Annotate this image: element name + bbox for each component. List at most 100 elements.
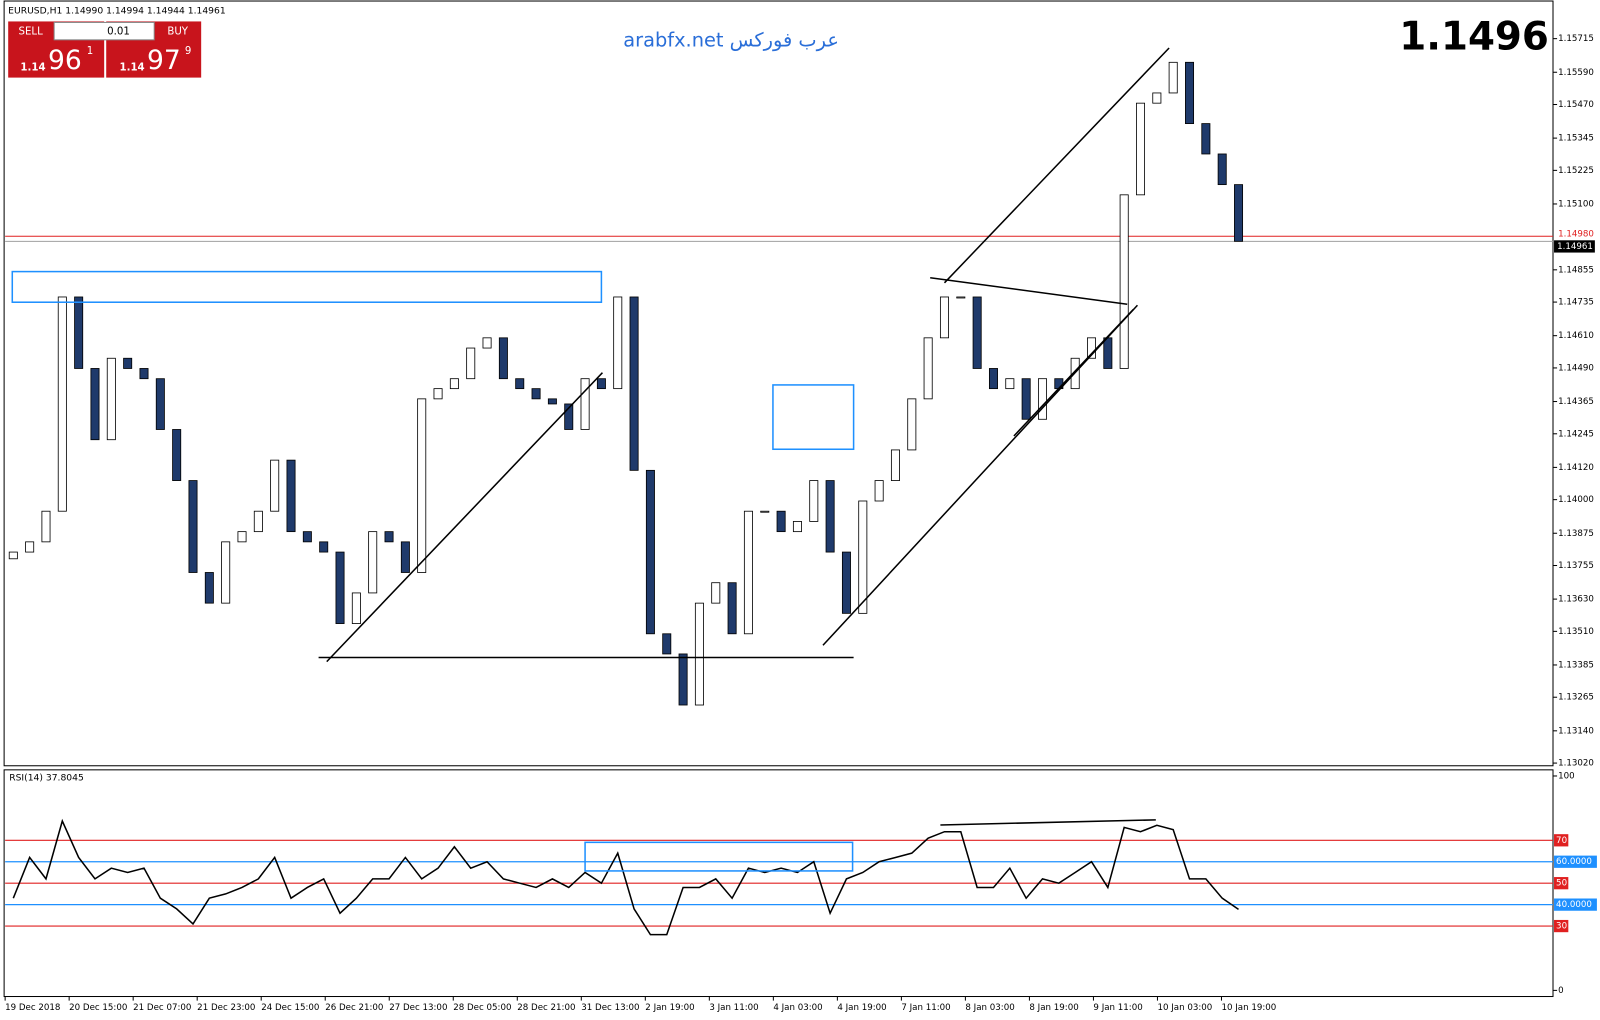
trend-line <box>822 304 1139 646</box>
candle-body <box>694 602 704 706</box>
candle-body <box>1119 194 1129 369</box>
candle-body <box>580 378 590 430</box>
x-tick-label: 4 Jan 03:00 <box>773 1003 822 1013</box>
level-label: 60.0000 <box>1556 857 1592 867</box>
candle-body <box>449 378 459 390</box>
candle-body <box>1234 184 1244 242</box>
candle-body <box>400 541 410 573</box>
candle-body <box>711 582 721 604</box>
y-tick-label: 1.13875 <box>1558 529 1594 539</box>
level-tag <box>1554 898 1597 911</box>
candle-body <box>858 500 868 614</box>
x-tick-label: 20 Dec 15:00 <box>69 1003 127 1013</box>
level-tag <box>1554 877 1569 890</box>
symbol-header: EURUSD,H1 1.14990 1.14994 1.14944 1.1496… <box>8 6 226 17</box>
y-tick-label: 1.15590 <box>1558 68 1594 78</box>
price-tag <box>1554 240 1595 253</box>
candle-body <box>57 296 67 512</box>
candle-body <box>547 398 557 405</box>
candle-body <box>106 357 116 441</box>
y-tick-label: 1.15715 <box>1558 34 1594 44</box>
level-tag <box>1554 855 1597 868</box>
candle-body <box>286 459 296 533</box>
level-tag <box>1554 919 1569 933</box>
candle-body <box>1168 61 1178 94</box>
candle-body <box>678 653 688 706</box>
big-price: 1.1496 <box>1399 14 1549 59</box>
level-label: 30 <box>1556 922 1567 932</box>
x-tick-label: 28 Dec 21:00 <box>517 1003 575 1013</box>
x-tick-label: 10 Jan 19:00 <box>1221 1003 1276 1013</box>
rsi-line <box>12 818 1239 936</box>
candle-body <box>237 531 247 543</box>
candle-body <box>809 480 819 522</box>
y-tick-label: 1.15100 <box>1558 199 1594 209</box>
candle-body <box>1021 378 1031 420</box>
x-tick-label: 26 Dec 21:00 <box>325 1003 383 1013</box>
candle-body <box>417 398 427 573</box>
bid-prefix: 1.14 <box>20 62 45 73</box>
y-tick-label: 100 <box>1558 771 1575 781</box>
candle-body <box>123 357 133 369</box>
candle-body <box>760 510 770 513</box>
y-tick-label: 1.14490 <box>1558 363 1594 373</box>
y-tick-label: 1.13755 <box>1558 561 1594 571</box>
candle-body <box>384 531 394 543</box>
candle-body <box>155 378 165 430</box>
y-tick-label: 1.14365 <box>1558 397 1594 407</box>
y-tick-label: 0 <box>1558 986 1564 996</box>
candle-body <box>335 551 345 624</box>
y-tick-label: 1.13630 <box>1558 595 1594 605</box>
x-tick-label: 10 Jan 03:00 <box>1157 1003 1212 1013</box>
trend-line <box>943 47 1170 284</box>
rsi-title: RSI(14) 37.8045 <box>9 773 84 784</box>
candle-body <box>41 510 51 543</box>
candle-body <box>972 296 982 369</box>
chart-layer: 19 Dec 2018 20 Dec 15:00 21 Dec 07:00 21 De… <box>4 34 1597 1013</box>
y-tick-label: 1.14735 <box>1558 298 1594 308</box>
level-label: 70 <box>1556 836 1567 846</box>
candle-body <box>172 429 182 481</box>
bid-sup: 1 <box>87 46 94 57</box>
candle-body <box>204 572 214 604</box>
candle-body <box>939 296 949 339</box>
candle-body <box>1136 102 1146 196</box>
candle-body <box>1103 337 1113 369</box>
candle-body <box>662 633 672 655</box>
candle-body <box>907 398 917 451</box>
candle-body <box>727 582 737 635</box>
y-tick-label: 1.14000 <box>1558 495 1594 505</box>
candle-body <box>825 480 835 553</box>
lot-box[interactable] <box>53 21 155 41</box>
lot-size[interactable]: 0.01 <box>107 27 130 38</box>
zone-box <box>772 384 855 451</box>
y-tick-label: 1.14610 <box>1558 331 1594 341</box>
y-tick-label: 1.14245 <box>1558 429 1594 439</box>
candle-body <box>25 541 35 553</box>
y-tick-label: 1.13020 <box>1558 759 1594 769</box>
x-tick-label: 8 Jan 19:00 <box>1029 1003 1078 1013</box>
candle-body <box>351 592 361 624</box>
trend-line <box>930 276 1128 306</box>
buy-label[interactable]: BUY <box>167 27 188 38</box>
price-panel <box>3 0 1554 767</box>
x-tick-label: 8 Jan 03:00 <box>965 1003 1014 1013</box>
candle-body <box>1201 123 1211 155</box>
candle-body <box>564 403 574 430</box>
candle-body <box>792 521 802 533</box>
x-tick-label: 21 Dec 23:00 <box>197 1003 255 1013</box>
bid-main: 96 <box>48 45 82 76</box>
candle-body <box>433 388 443 400</box>
y-tick-label: 1.13510 <box>1558 627 1594 637</box>
x-tick-label: 2 Jan 19:00 <box>645 1003 694 1013</box>
x-tick-label: 3 Jan 11:00 <box>709 1003 758 1013</box>
candle-body <box>629 296 639 471</box>
sell-label[interactable]: SELL <box>19 27 44 38</box>
candle-body <box>613 296 623 390</box>
x-tick-label: 7 Jan 11:00 <box>901 1003 950 1013</box>
drawings <box>11 47 1170 872</box>
candle-body <box>253 510 263 533</box>
level-label: 40.0000 <box>1556 900 1592 910</box>
